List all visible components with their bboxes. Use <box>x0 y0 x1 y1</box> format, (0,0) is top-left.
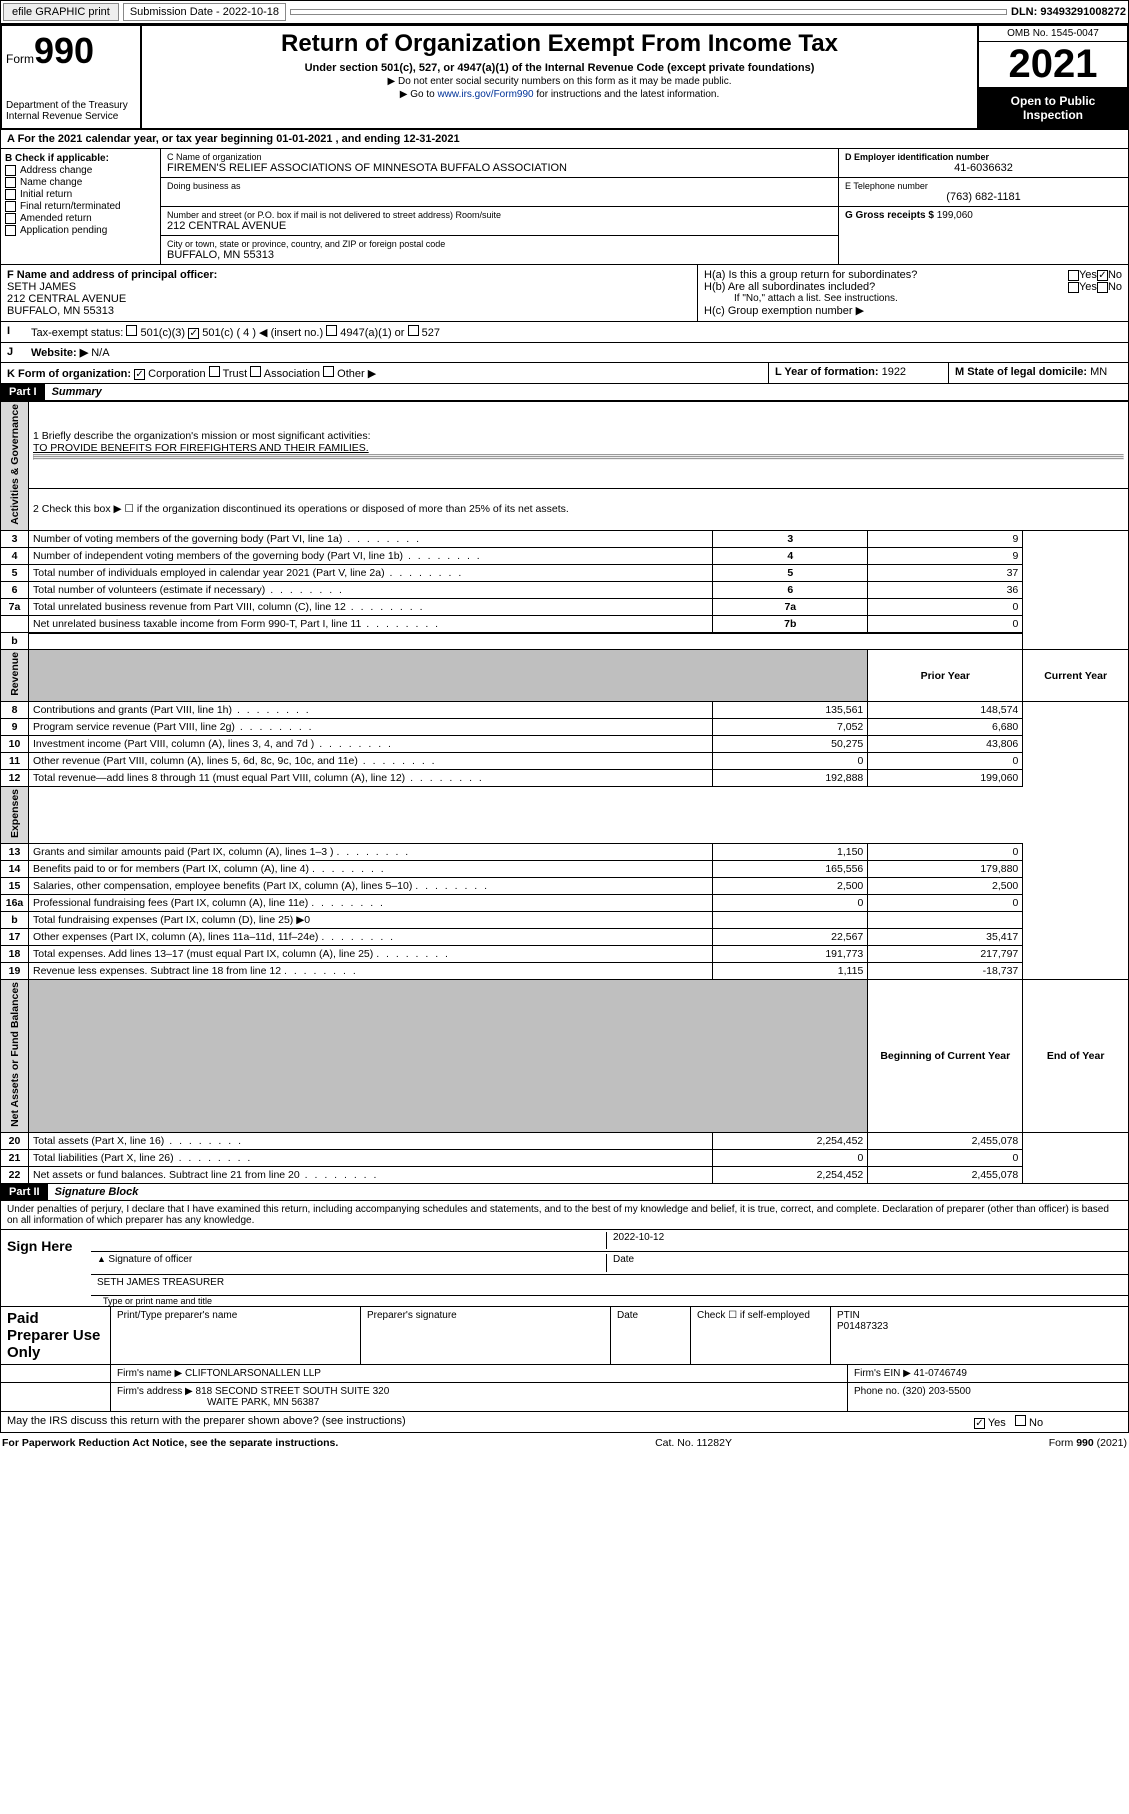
form-title: Return of Organization Exempt From Incom… <box>150 30 969 58</box>
tab-expenses: Expenses <box>9 789 21 838</box>
efile-btn[interactable]: efile GRAPHIC print <box>3 3 119 21</box>
section-deg: D Employer identification number41-60366… <box>838 149 1128 264</box>
chk-address-change[interactable] <box>5 165 16 176</box>
org-street: 212 CENTRAL AVENUE <box>167 220 832 232</box>
tab-revenue: Revenue <box>9 652 21 696</box>
line-i: I Tax-exempt status: 501(c)(3) ✓ 501(c) … <box>0 322 1129 343</box>
chk-527[interactable] <box>408 325 419 336</box>
note-ssn: ▶ Do not enter social security numbers o… <box>150 76 969 87</box>
firm-ein: 41-0746749 <box>914 1368 967 1379</box>
chk-501c[interactable]: ✓ <box>188 328 199 339</box>
chk-name-change[interactable] <box>5 177 16 188</box>
line-a: A For the 2021 calendar year, or tax yea… <box>0 130 1129 149</box>
ha-yes[interactable] <box>1068 270 1079 281</box>
hb-yes[interactable] <box>1068 282 1079 293</box>
irs-link[interactable]: www.irs.gov/Form990 <box>437 89 533 100</box>
fh-block: F Name and address of principal officer:… <box>0 265 1129 322</box>
chk-application-pending[interactable] <box>5 225 16 236</box>
chk-amended[interactable] <box>5 213 16 224</box>
firm-phone: (320) 203-5500 <box>902 1386 970 1397</box>
tab-net-assets: Net Assets or Fund Balances <box>9 982 21 1127</box>
line-j: J Website: ▶ N/A <box>0 343 1129 363</box>
part2-header: Part II Signature Block <box>0 1184 1129 1201</box>
form-ref: Form 990 (2021) <box>1049 1437 1127 1449</box>
org-city: BUFFALO, MN 55313 <box>167 249 832 261</box>
chk-assoc[interactable] <box>250 366 261 377</box>
perjury-declaration: Under penalties of perjury, I declare th… <box>0 1201 1129 1230</box>
dept-label: Department of the Treasury Internal Reve… <box>6 100 136 122</box>
line-2: 2 Check this box ▶ ☐ if the organization… <box>29 488 1129 530</box>
submission-date: Submission Date - 2022-10-18 <box>123 3 286 21</box>
spacer <box>290 9 1007 15</box>
sign-date: 2022-10-12 <box>606 1232 1122 1249</box>
chk-corp[interactable]: ✓ <box>134 369 145 380</box>
chk-final-return[interactable] <box>5 201 16 212</box>
line-klm: K Form of organization: ✓ Corporation Tr… <box>0 363 1129 384</box>
chk-501c3[interactable] <box>126 325 137 336</box>
org-name: FIREMEN'S RELIEF ASSOCIATIONS OF MINNESO… <box>167 162 832 174</box>
discuss-row: May the IRS discuss this return with the… <box>0 1412 1129 1433</box>
firm-name: CLIFTONLARSONALLEN LLP <box>185 1368 321 1379</box>
tax-year: 2021 <box>979 42 1127 88</box>
chk-other[interactable] <box>323 366 334 377</box>
officer-name: SETH JAMES <box>7 281 691 293</box>
part1-table: Activities & Governance 1 Briefly descri… <box>0 401 1129 1184</box>
section-b: B Check if applicable: Address change Na… <box>1 149 161 264</box>
officer-name-title: SETH JAMES TREASURER <box>97 1277 1122 1293</box>
gross-receipts: 199,060 <box>937 210 973 221</box>
form-prefix: Form <box>6 52 34 66</box>
chk-4947[interactable] <box>326 325 337 336</box>
ein: 41-6036632 <box>845 162 1122 174</box>
sign-here-block: Sign Here 2022-10-12 ▲ Signature of offi… <box>0 1230 1129 1307</box>
discuss-yes[interactable]: ✓ <box>974 1418 985 1429</box>
paid-preparer-block: Paid Preparer Use Only Print/Type prepar… <box>0 1307 1129 1412</box>
year-formation: 1922 <box>882 366 906 378</box>
entity-block: B Check if applicable: Address change Na… <box>0 149 1129 265</box>
chk-initial-return[interactable] <box>5 189 16 200</box>
discuss-no[interactable] <box>1015 1415 1026 1426</box>
website: N/A <box>91 347 109 359</box>
ha-no[interactable]: ✓ <box>1097 270 1108 281</box>
page-footer: For Paperwork Reduction Act Notice, see … <box>0 1433 1129 1453</box>
omb-number: OMB No. 1545-0047 <box>979 26 1127 42</box>
hc-group-exemption: H(c) Group exemption number ▶ <box>704 304 1122 317</box>
dln: DLN: 93493291008272 <box>1011 6 1126 18</box>
tab-governance: Activities & Governance <box>9 404 21 525</box>
open-to-public: Open to Public Inspection <box>979 88 1127 128</box>
part1-header: Part I Summary <box>0 384 1129 401</box>
form-header: Form990 Department of the Treasury Inter… <box>0 24 1129 130</box>
ptin: P01487323 <box>837 1321 1122 1332</box>
form-number: 990 <box>34 30 94 71</box>
state-domicile: MN <box>1090 366 1107 378</box>
note-link: ▶ Go to www.irs.gov/Form990 for instruct… <box>150 89 969 100</box>
section-c: C Name of organizationFIREMEN'S RELIEF A… <box>161 149 838 264</box>
phone: (763) 682-1181 <box>845 191 1122 203</box>
top-bar: efile GRAPHIC print Submission Date - 20… <box>0 0 1129 24</box>
mission-text: TO PROVIDE BENEFITS FOR FIREFIGHTERS AND… <box>33 442 1124 454</box>
chk-trust[interactable] <box>209 366 220 377</box>
form-subtitle: Under section 501(c), 527, or 4947(a)(1)… <box>150 62 969 74</box>
hb-no[interactable] <box>1097 282 1108 293</box>
